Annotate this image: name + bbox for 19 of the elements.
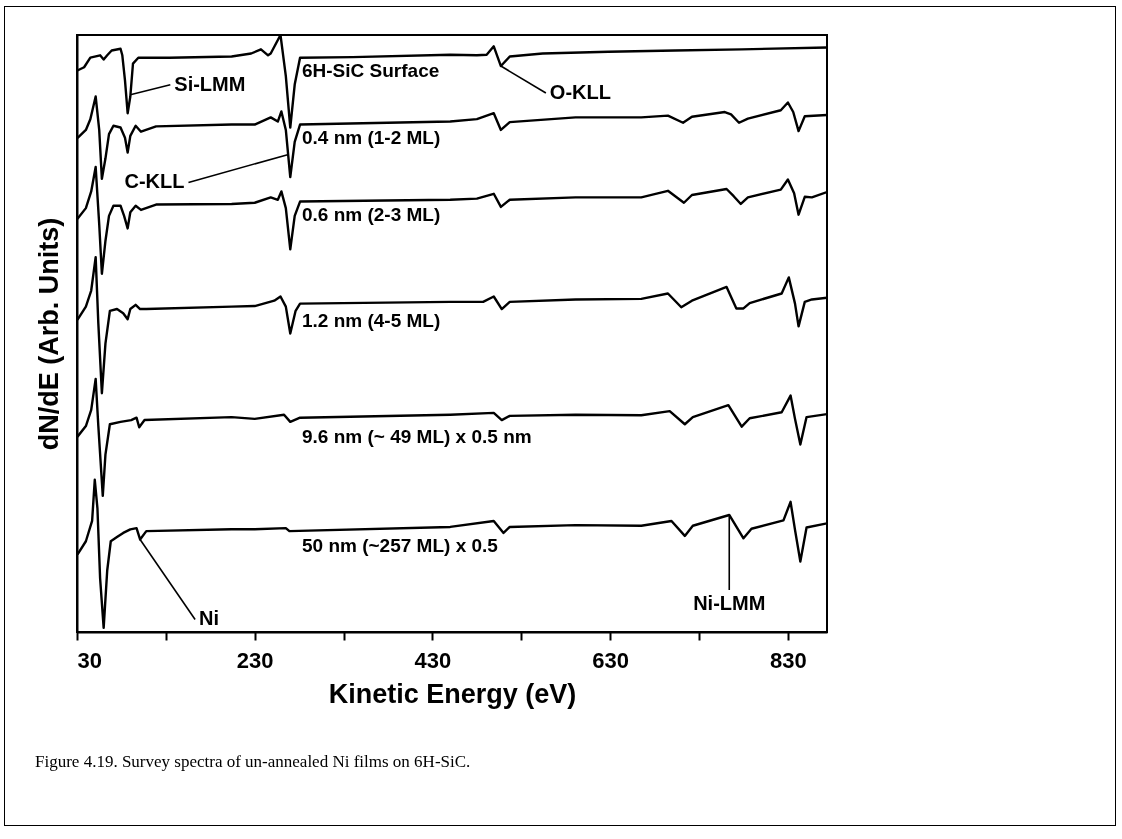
- annotation: O-KLL: [549, 81, 611, 104]
- series-label: 50 nm (~257 ML) x 0.5: [302, 535, 499, 557]
- series-label: 9.6 nm (~ 49 ML) x 0.5 nm: [302, 426, 532, 448]
- series-label: 6H-SiC Surface: [302, 59, 440, 81]
- x-axis-title: Kinetic Energy (eV): [328, 678, 577, 709]
- series-label: 1.2 nm (4-5 ML): [302, 309, 441, 331]
- annotation: Ni: [199, 607, 220, 630]
- x-tick-label: 230: [236, 647, 274, 673]
- x-tick-label: 30: [77, 647, 102, 673]
- x-tick-label: 830: [770, 647, 807, 673]
- series-label: 0.4 nm (1-2 ML): [302, 127, 441, 148]
- annotation: Ni-LMM: [693, 591, 766, 614]
- x-tick-label: 630: [592, 647, 630, 673]
- x-tick-label: 430: [414, 647, 452, 673]
- caption: Figure 4.19. Survey spectra of un-annealed Ni films on 6H-SiC.: [35, 752, 471, 772]
- y-axis-title: dN/dE (Arb. Units): [33, 217, 64, 451]
- annotation: C-KLL: [124, 170, 185, 193]
- series-label: 0.6 nm (2-3 ML): [302, 204, 441, 226]
- annotation: Si-LMM: [174, 72, 246, 95]
